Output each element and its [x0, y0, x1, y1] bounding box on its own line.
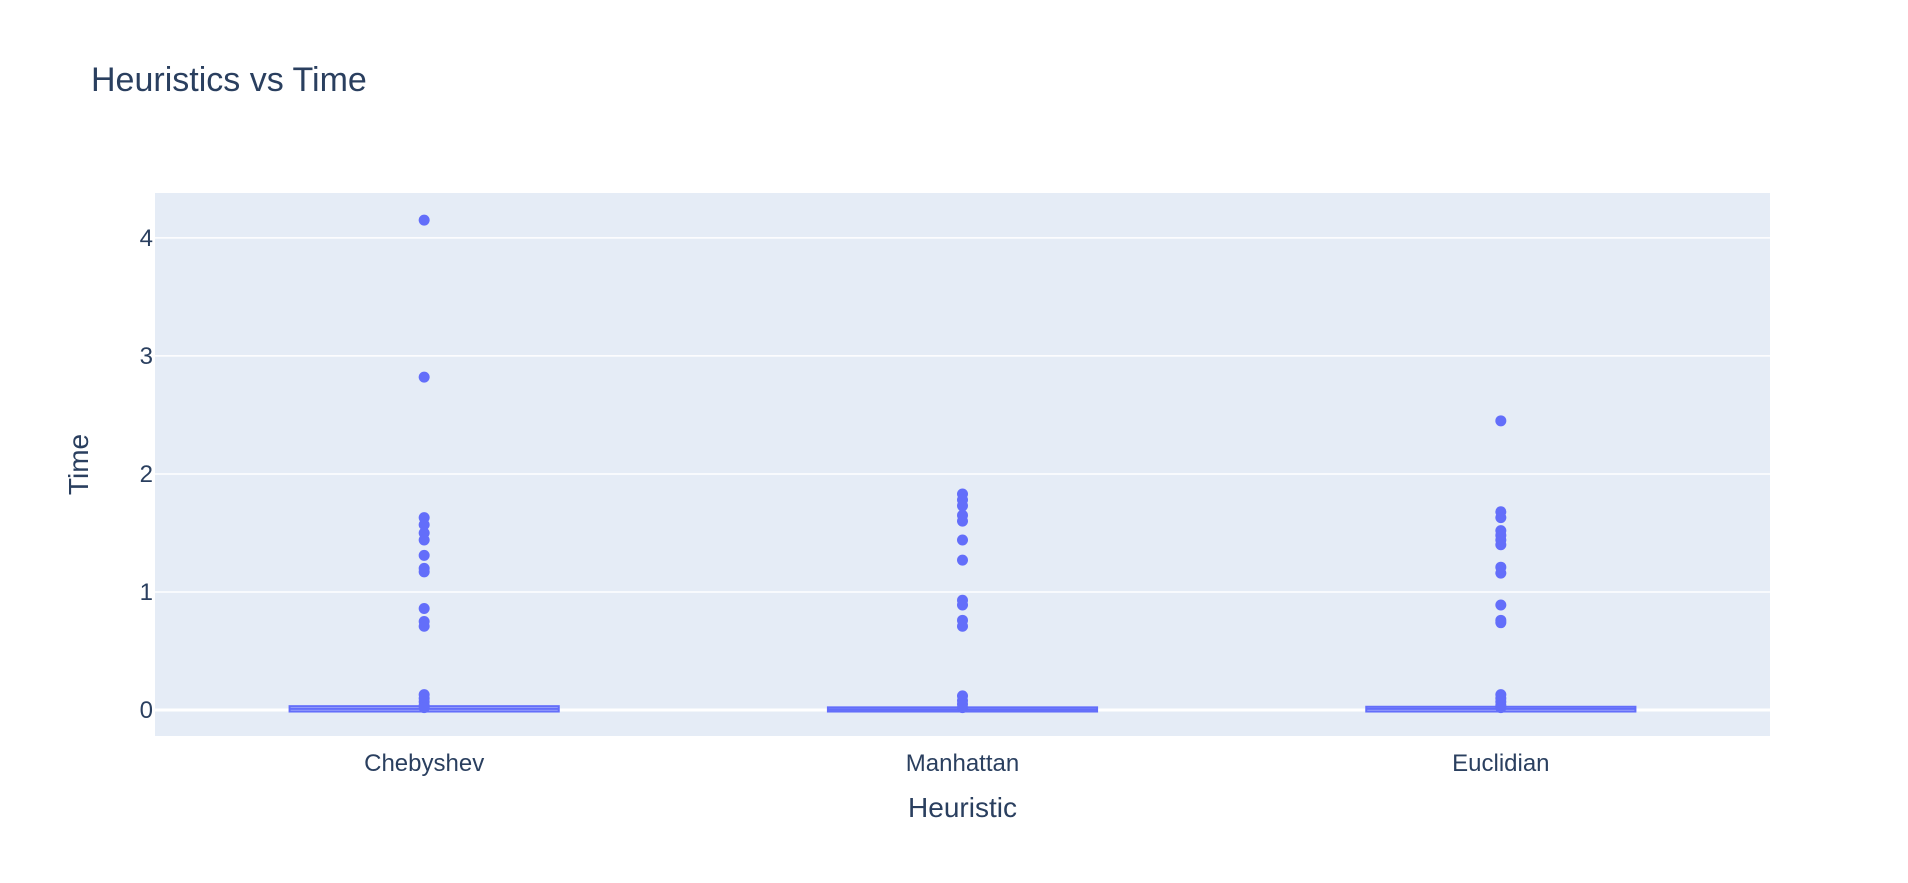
- y-tick-label: 4: [140, 225, 153, 252]
- outlier-point: [957, 599, 968, 611]
- outlier-point: [418, 566, 430, 578]
- outlier-point: [418, 603, 430, 615]
- chart-title: Heuristics vs Time: [91, 61, 367, 99]
- outlier-point: [418, 549, 430, 561]
- outlier-point: [957, 500, 968, 512]
- x-tick-label: Manhattan: [906, 750, 1019, 777]
- y-tick-label: 1: [140, 579, 153, 606]
- x-tick-labels: Chebyshev Manhattan Euclidian: [364, 750, 1549, 777]
- outlier-point: [1495, 567, 1507, 579]
- outlier-point: [957, 702, 968, 714]
- outlier-point: [1495, 702, 1507, 714]
- outlier-point: [418, 702, 430, 714]
- outlier-point: [418, 371, 430, 383]
- outlier-point: [418, 214, 430, 226]
- outlier-point: [957, 620, 968, 632]
- outlier-point: [1495, 512, 1507, 524]
- outlier-point: [957, 554, 968, 566]
- y-axis-title: Time: [63, 434, 94, 495]
- y-tick-label: 2: [140, 461, 153, 488]
- outlier-point: [418, 534, 430, 546]
- x-axis-title: Heuristic: [908, 792, 1017, 823]
- outlier-point: [418, 620, 430, 632]
- outlier-point: [957, 534, 968, 546]
- x-tick-label: Euclidian: [1452, 750, 1549, 777]
- outlier-points: [418, 214, 1507, 714]
- y-tick-label: 3: [140, 343, 153, 370]
- x-tick-label: Chebyshev: [364, 750, 484, 777]
- plot-area: [155, 193, 1770, 736]
- outlier-point: [1495, 539, 1507, 551]
- outlier-point: [1495, 617, 1507, 629]
- outlier-point: [1495, 415, 1507, 427]
- outlier-point: [1495, 599, 1507, 611]
- y-tick-label: 0: [140, 697, 153, 724]
- outlier-point: [418, 519, 430, 531]
- outlier-point: [957, 515, 968, 527]
- y-tick-labels: 0 1 2 3 4: [140, 225, 153, 724]
